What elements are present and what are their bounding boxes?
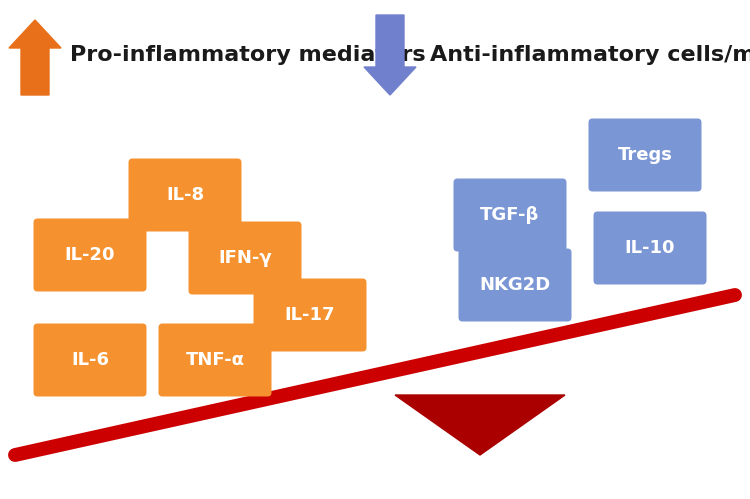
FancyBboxPatch shape [128,159,242,232]
FancyBboxPatch shape [254,278,367,351]
Text: IL-10: IL-10 [625,239,675,257]
FancyArrow shape [9,20,61,95]
FancyBboxPatch shape [34,323,146,397]
Text: IL-8: IL-8 [166,186,204,204]
FancyBboxPatch shape [188,222,302,294]
Text: IL-20: IL-20 [64,246,116,264]
Text: NKG2D: NKG2D [479,276,550,294]
FancyBboxPatch shape [158,323,272,397]
FancyBboxPatch shape [34,219,146,291]
Text: TGF-β: TGF-β [480,206,540,224]
FancyBboxPatch shape [454,179,566,251]
FancyArrow shape [364,15,416,95]
FancyBboxPatch shape [458,249,572,321]
Text: Tregs: Tregs [617,146,673,164]
FancyBboxPatch shape [589,118,701,192]
Text: TNF-α: TNF-α [185,351,244,369]
Text: Anti-inflammatory cells/mediators: Anti-inflammatory cells/mediators [430,45,750,65]
Text: IL-6: IL-6 [71,351,109,369]
Polygon shape [395,395,565,455]
Text: Pro-inflammatory mediators: Pro-inflammatory mediators [70,45,426,65]
FancyBboxPatch shape [593,212,706,284]
Text: IFN-γ: IFN-γ [218,249,272,267]
Text: IL-17: IL-17 [285,306,335,324]
